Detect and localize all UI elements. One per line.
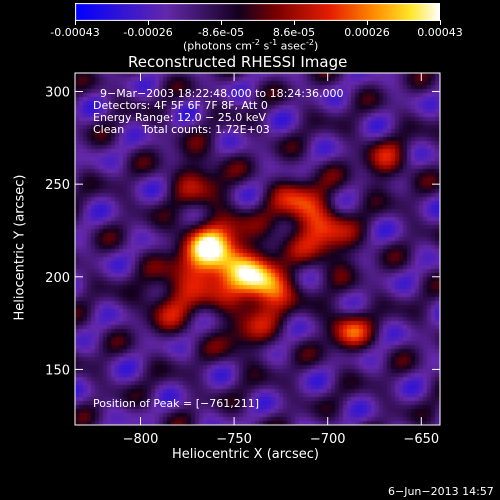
annotation-peak-position: Position of Peak = [−761,211] [93, 397, 260, 410]
y-tick-label: 200 [45, 271, 70, 286]
colorbar-tick [148, 20, 149, 25]
annotation-time-range: 9−Mar−2003 18:22:48.000 to 18:24:36.000 [100, 87, 344, 100]
colorbar-tick-label: 8.6e-05 [272, 26, 316, 39]
colorbar-tick [75, 20, 76, 25]
colorbar-tick [221, 20, 222, 25]
x-axis-label: Heliocentric X (arcsec) [172, 447, 319, 462]
colorbar-tick-label: -0.00026 [123, 26, 173, 39]
y-tick-label: 150 [45, 363, 70, 378]
y-axis-label: Heliocentric Y (arcsec) [12, 174, 28, 321]
annotation-energy: Energy Range: 12.0 − 25.0 keV [93, 111, 267, 124]
plot-frame [74, 72, 441, 426]
colorbar-axis: -0.00043 -0.00026 -8.6e-05 8.6e-05 0.00026 0.… [0, 20, 500, 60]
y-tick-label: 300 [45, 86, 70, 101]
colorbar-tick-label: -0.00043 [50, 26, 100, 39]
x-tick-label: −650 [403, 432, 439, 447]
x-tick-label: −700 [310, 432, 346, 447]
colorbar-tick-label: 0.00026 [344, 26, 390, 39]
x-tick-label: −800 [123, 432, 159, 447]
colorbar-unit-label: (photons cm-2 s-1 asec-2) [183, 38, 319, 53]
x-tick-label: −750 [216, 432, 252, 447]
colorbar-tick [294, 20, 295, 25]
colorbar-tick-label: 0.00043 [417, 26, 463, 39]
y-tick-label: 250 [45, 178, 70, 193]
heatmap-image [75, 73, 440, 425]
colorbar-tick-label: -8.6e-05 [197, 26, 245, 39]
annotation-total-counts: Total counts: 1.72E+03 [142, 123, 270, 136]
colorbar [75, 3, 440, 21]
footer-date: 6−Jun−2013 14:57 [388, 485, 494, 498]
chart-title: Reconstructed RHESSI Image [128, 53, 348, 71]
annotation-clean: Clean [93, 123, 125, 136]
colorbar-tick [367, 20, 368, 25]
annotation-detectors: Detectors: 4F 5F 6F 7F 8F, Att 0 [93, 99, 268, 112]
colorbar-tick [440, 20, 441, 25]
